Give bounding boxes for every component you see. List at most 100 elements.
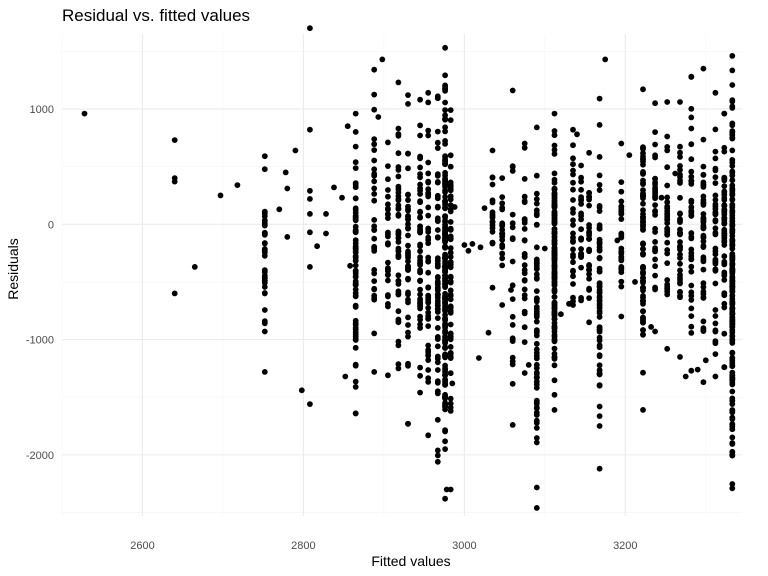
data-point xyxy=(434,172,441,179)
data-point xyxy=(533,425,540,431)
data-point xyxy=(533,318,540,325)
data-point xyxy=(352,270,359,277)
data-point xyxy=(509,335,516,342)
data-point xyxy=(385,211,391,218)
data-point xyxy=(596,280,603,286)
data-point xyxy=(729,485,736,492)
data-point xyxy=(729,253,736,259)
data-point xyxy=(352,326,359,333)
data-point xyxy=(578,295,584,301)
data-point xyxy=(442,153,448,160)
data-point xyxy=(442,128,448,135)
data-point xyxy=(640,158,646,165)
data-point xyxy=(405,250,411,257)
data-point xyxy=(712,259,719,265)
data-point xyxy=(551,203,558,210)
data-point xyxy=(282,169,289,176)
data-point xyxy=(442,44,448,51)
data-point xyxy=(688,330,695,336)
data-point xyxy=(261,320,268,327)
data-point xyxy=(371,172,378,179)
data-point xyxy=(702,357,709,364)
data-point xyxy=(533,484,540,491)
data-point xyxy=(499,262,506,269)
data-point xyxy=(447,287,454,294)
data-point xyxy=(521,140,528,147)
data-point xyxy=(417,155,423,162)
data-point xyxy=(632,279,638,285)
data-point xyxy=(417,269,423,275)
data-point xyxy=(425,127,432,134)
data-point xyxy=(551,147,558,153)
data-point xyxy=(533,172,540,179)
data-point xyxy=(425,132,432,139)
data-point xyxy=(442,403,448,410)
data-point xyxy=(688,235,695,242)
data-point xyxy=(417,241,423,248)
data-point xyxy=(371,369,378,375)
data-point xyxy=(596,222,603,229)
data-point xyxy=(509,168,516,174)
data-point xyxy=(551,320,558,326)
data-point xyxy=(721,304,728,311)
data-point xyxy=(551,325,558,332)
data-point xyxy=(352,384,359,390)
data-point xyxy=(405,254,411,261)
data-point xyxy=(551,128,558,134)
x-axis-title: Fitted values xyxy=(371,553,450,569)
data-point xyxy=(533,262,540,269)
data-point xyxy=(533,439,540,446)
data-point xyxy=(640,407,646,413)
data-point xyxy=(442,243,448,250)
data-point xyxy=(712,209,719,216)
data-point xyxy=(664,239,671,246)
data-point xyxy=(533,328,540,335)
data-point xyxy=(533,124,540,131)
data-point xyxy=(664,208,671,214)
data-point xyxy=(652,100,658,107)
data-point xyxy=(442,198,448,205)
data-point xyxy=(395,290,402,297)
data-point xyxy=(721,292,728,299)
data-point xyxy=(729,374,736,381)
data-point xyxy=(721,269,728,276)
data-point xyxy=(664,164,671,171)
data-point xyxy=(261,252,268,259)
data-point xyxy=(434,388,441,395)
data-point xyxy=(533,244,540,251)
data-point xyxy=(434,234,441,241)
data-point xyxy=(499,233,506,240)
data-point xyxy=(729,309,736,315)
data-point xyxy=(447,208,454,215)
data-point xyxy=(541,245,548,252)
data-point xyxy=(721,253,728,260)
data-point xyxy=(721,203,728,210)
data-point xyxy=(442,204,448,211)
data-point xyxy=(405,101,411,107)
data-point xyxy=(434,145,441,152)
data-point xyxy=(578,236,584,243)
data-point xyxy=(509,163,516,170)
data-point xyxy=(700,294,707,301)
data-point xyxy=(688,168,695,175)
data-point xyxy=(614,237,621,244)
data-point xyxy=(434,334,441,340)
data-point xyxy=(640,150,646,157)
data-point xyxy=(677,211,683,217)
data-point xyxy=(434,258,441,264)
data-point xyxy=(292,147,299,154)
data-point xyxy=(640,297,646,304)
data-point xyxy=(521,251,528,257)
data-point xyxy=(570,126,576,133)
data-point xyxy=(417,132,423,139)
data-point xyxy=(352,410,359,417)
data-point xyxy=(443,486,450,493)
data-point xyxy=(434,139,441,146)
data-point xyxy=(385,176,391,183)
data-point xyxy=(688,156,695,163)
data-point xyxy=(405,242,411,249)
data-point xyxy=(352,344,359,351)
data-point xyxy=(570,259,576,266)
data-point xyxy=(307,126,313,133)
data-point xyxy=(525,362,532,368)
